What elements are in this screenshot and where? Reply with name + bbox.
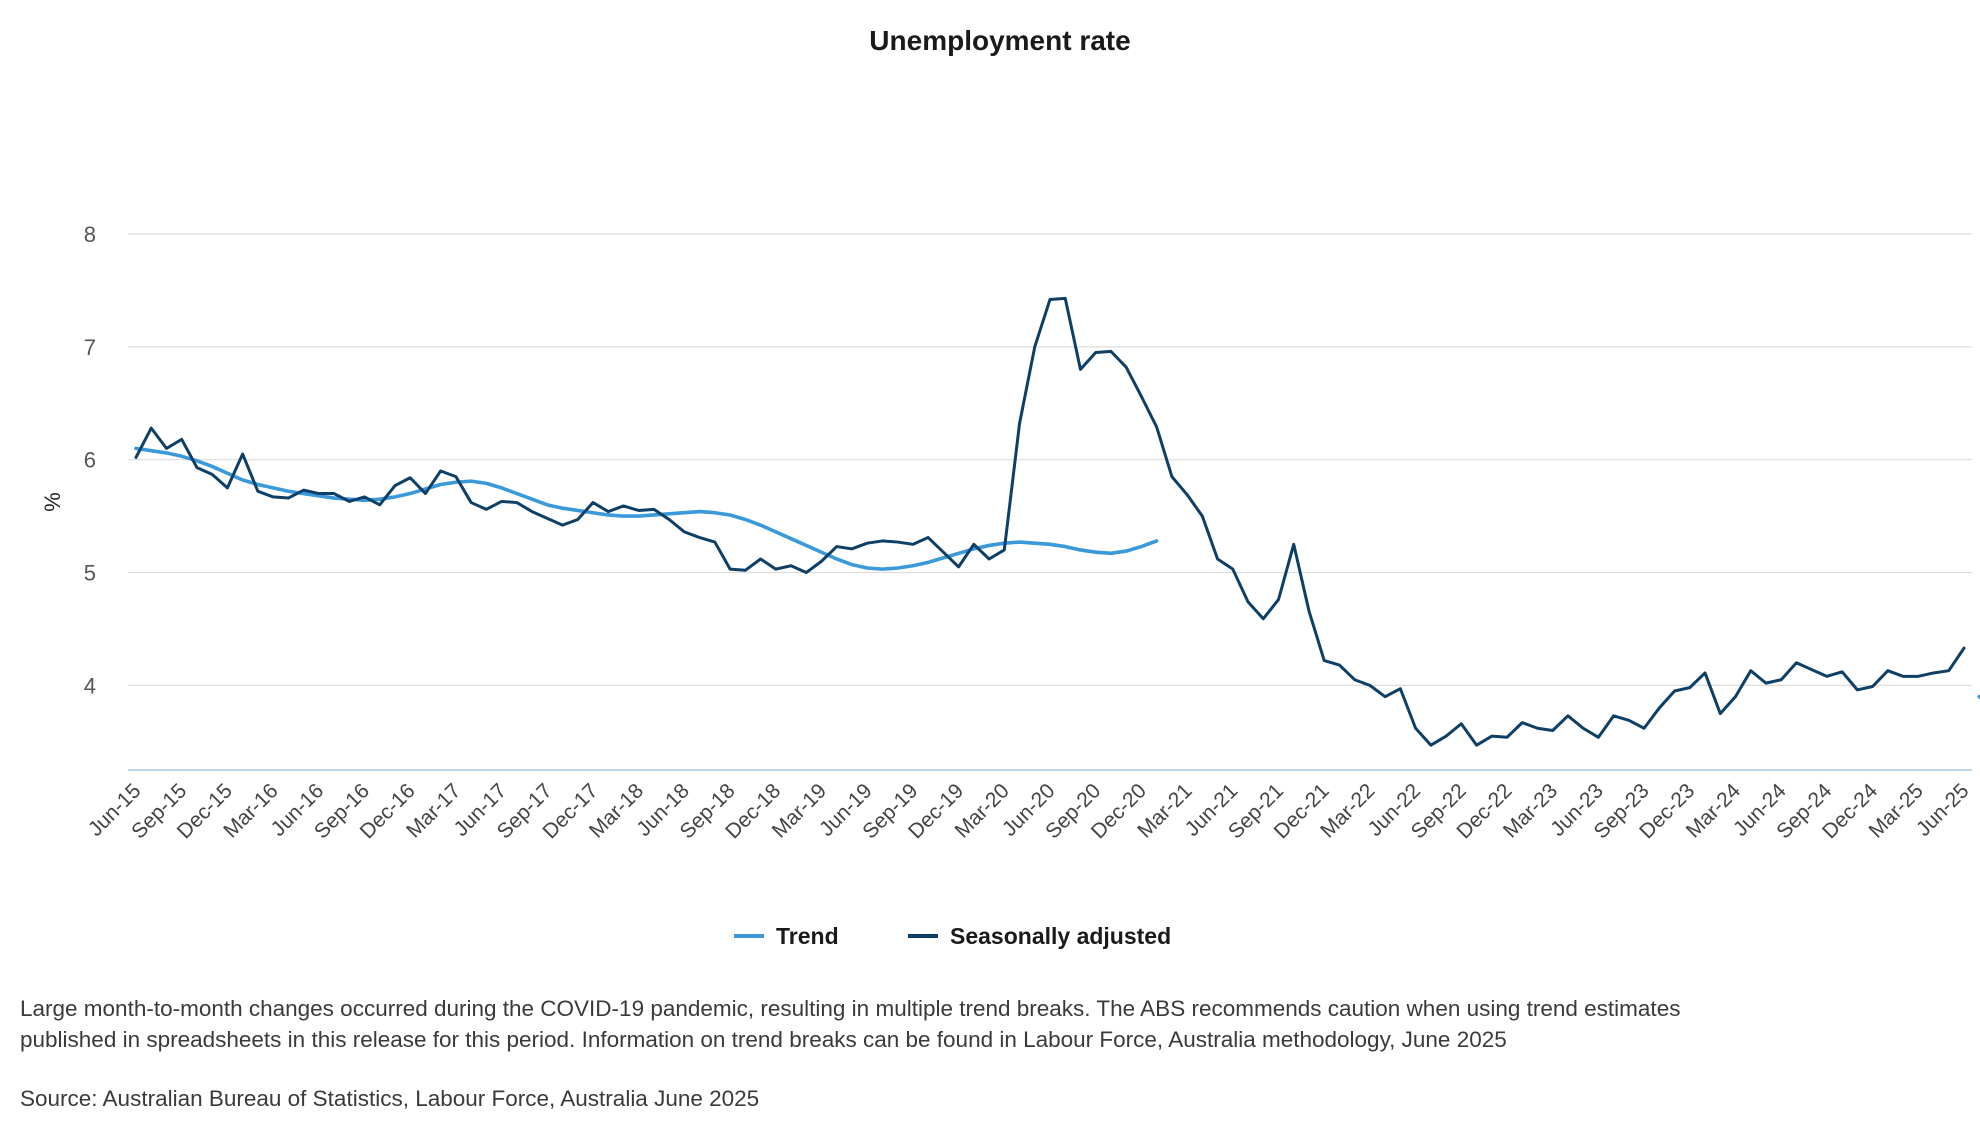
y-tick-label: 7 — [84, 335, 96, 360]
source-note: Source: Australian Bureau of Statistics,… — [20, 1086, 760, 1111]
legend-label-seasonally-adjusted: Seasonally adjusted — [950, 923, 1171, 949]
footnote-line-2: published in spreadsheets in this releas… — [20, 1027, 1507, 1052]
legend-item-seasonally-adjusted[interactable]: Seasonally adjusted — [908, 923, 1171, 949]
legend-label-trend: Trend — [776, 923, 839, 949]
series-lines — [134, 296, 1980, 747]
legend: Trend Seasonally adjusted — [734, 923, 1171, 949]
y-axis-ticks: 4 5 6 7 8 — [84, 222, 96, 698]
y-tick-label: 8 — [84, 222, 96, 247]
footnote: Large month-to-month changes occurred du… — [20, 993, 1680, 1055]
y-tick-label: 5 — [84, 561, 96, 586]
legend-item-trend[interactable]: Trend — [734, 923, 839, 949]
chart-title: Unemployment rate — [869, 25, 1130, 56]
gridlines — [128, 233, 1972, 686]
y-tick-label: 4 — [84, 673, 96, 698]
x-axis-ticks: Jun-15Sep-15Dec-15Mar-16Jun-16Sep-16Dec-… — [84, 779, 1974, 843]
x-tick-label: Jun-25 — [1912, 779, 1974, 841]
footnote-line-1: Large month-to-month changes occurred du… — [20, 996, 1681, 1021]
series-line-seasonally-adjusted — [134, 296, 1966, 747]
y-tick-label: 6 — [84, 448, 96, 473]
series-line-trend — [134, 446, 1980, 700]
y-axis-label: % — [40, 492, 65, 512]
